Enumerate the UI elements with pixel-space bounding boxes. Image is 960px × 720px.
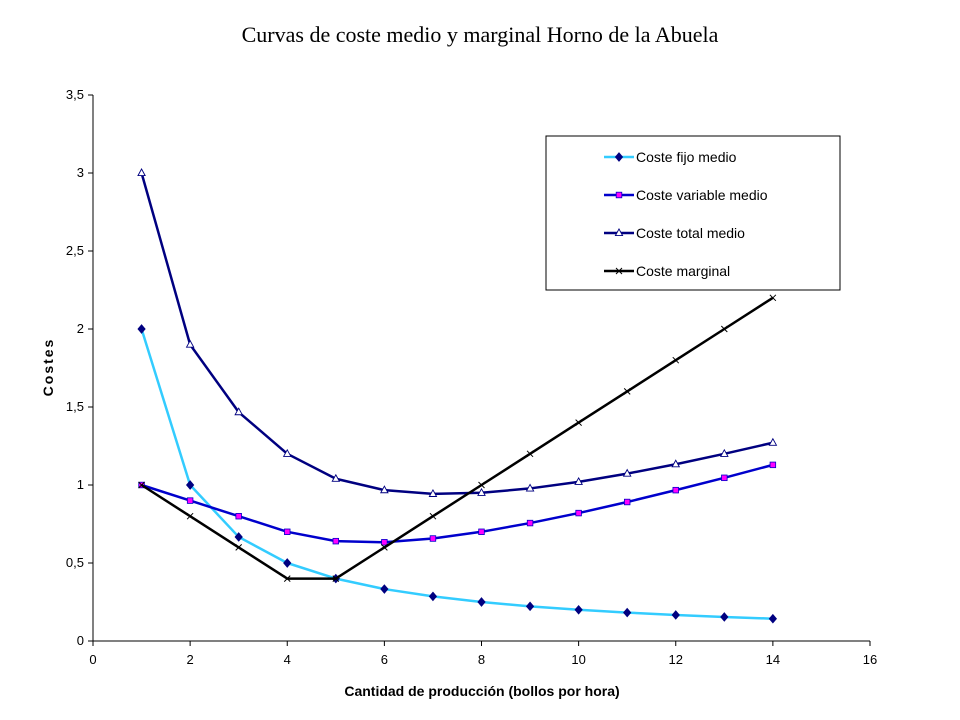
coste-variable-medio-point <box>186 497 194 504</box>
coste-marginal-point <box>575 419 582 426</box>
legend-label: Coste fijo medio <box>636 149 737 165</box>
legend-label: Coste total medio <box>636 225 745 241</box>
coste-total-medio-point <box>331 473 341 482</box>
coste-marginal-point <box>478 481 485 489</box>
coste-marginal-point <box>429 512 437 520</box>
x-tick-label: 4 <box>284 652 291 667</box>
coste-marginal-line <box>140 296 774 580</box>
legend-marker <box>615 267 623 275</box>
coste-total-medio-point <box>282 448 292 457</box>
coste-variable-medio-point <box>235 513 242 520</box>
coste-total-medio-point <box>671 459 681 468</box>
coste-fijo-medio-point <box>283 558 292 568</box>
legend-item-coste-total-medio: Coste total medio <box>604 225 745 241</box>
coste-marginal-point <box>623 388 631 395</box>
x-tick-label: 6 <box>381 652 388 667</box>
coste-variable-medio-point <box>721 474 728 482</box>
coste-fijo-medio-point <box>380 584 389 594</box>
coste-marginal-point <box>672 356 680 364</box>
x-tick-label: 10 <box>571 652 585 667</box>
legend-box <box>545 135 841 291</box>
y-tick-label: 2 <box>77 321 84 336</box>
coste-marginal-point <box>720 325 728 333</box>
y-tick-label: 1 <box>77 477 84 492</box>
coste-total-medio-point <box>525 483 535 492</box>
coste-marginal-point <box>526 450 534 458</box>
ticks: 0 0,5 1 1,5 2 2,5 3 3,5 0 2 4 6 8 10 12 14 16 <box>66 87 877 667</box>
coste-total-medio-point <box>719 448 729 457</box>
coste-fijo-medio-point <box>477 597 486 607</box>
coste-fijo-medio-point <box>720 612 729 622</box>
y-tick-label: 3 <box>77 165 84 180</box>
coste-total-medio-point <box>234 407 244 416</box>
coste-total-medio-point <box>380 485 389 494</box>
series-coste-total-medio <box>137 168 778 497</box>
coste-fijo-medio-point <box>623 607 632 618</box>
legend-marker <box>614 228 624 237</box>
coste-fijo-medio-point <box>428 591 438 602</box>
coste-variable-medio-line <box>141 463 774 544</box>
coste-variable-medio-point <box>429 535 437 542</box>
coste-fijo-medio-point <box>185 480 195 490</box>
legend-item-coste-variable-medio: Coste variable medio <box>604 187 768 203</box>
chart-title: Curvas de coste medio y marginal Horno d… <box>241 22 719 47</box>
coste-fijo-medio-point <box>574 604 583 615</box>
y-tick-label: 3,5 <box>66 87 84 102</box>
coste-marginal-point <box>381 544 388 551</box>
y-tick-label: 0,5 <box>66 555 84 570</box>
coste-marginal-point <box>769 294 777 302</box>
coste-total-medio-point <box>477 487 486 496</box>
coste-marginal-point <box>283 575 291 582</box>
legend-item-coste-marginal: Coste marginal <box>604 263 730 279</box>
coste-fijo-medio-point <box>137 324 146 334</box>
coste-variable-medio-point <box>478 528 485 535</box>
x-tick-label: 0 <box>89 652 96 667</box>
coste-fijo-medio-point <box>768 613 778 624</box>
coste-marginal-point <box>138 481 145 489</box>
y-tick-label: 2,5 <box>66 243 84 258</box>
coste-variable-medio-point <box>332 537 340 545</box>
legend-item-coste-fijo-medio: Coste fijo medio <box>604 149 737 165</box>
series <box>137 168 778 624</box>
y-axis-title: Costes <box>40 338 56 397</box>
coste-variable-medio-point <box>284 528 291 535</box>
coste-marginal-point <box>235 544 243 551</box>
x-axis-title: Cantidad de producción (bollos por hora) <box>344 683 619 699</box>
coste-fijo-medio-line <box>140 328 773 620</box>
series-coste-marginal <box>138 294 777 582</box>
coste-variable-medio-point <box>381 539 388 546</box>
y-tick-label: 1,5 <box>66 399 84 414</box>
series-coste-fijo-medio <box>137 324 778 624</box>
legend-label: Coste variable medio <box>636 187 768 203</box>
coste-variable-medio-point <box>769 461 777 469</box>
x-tick-label: 2 <box>187 652 194 667</box>
x-tick-label: 14 <box>766 652 780 667</box>
coste-total-medio-line <box>140 172 774 496</box>
coste-total-medio-point <box>137 168 146 177</box>
legend-marker <box>614 152 624 162</box>
coste-fijo-medio-point <box>234 532 243 542</box>
coste-total-medio-point <box>622 468 632 477</box>
legend-label: Coste marginal <box>636 263 730 279</box>
x-tick-label: 12 <box>669 652 683 667</box>
coste-marginal-point <box>332 575 340 582</box>
x-tick-label: 16 <box>863 652 877 667</box>
coste-total-medio-point <box>428 488 438 497</box>
coste-variable-medio-point <box>575 509 582 517</box>
x-tick-label: 8 <box>478 652 485 667</box>
coste-variable-medio-point <box>623 498 631 506</box>
legend-marker <box>615 191 623 199</box>
coste-variable-medio-point <box>672 486 679 494</box>
coste-fijo-medio-point <box>671 610 680 620</box>
coste-fijo-medio-point <box>525 601 535 612</box>
y-tick-label: 0 <box>77 633 84 648</box>
coste-variable-medio-point <box>526 519 534 527</box>
coste-marginal-point <box>186 512 194 520</box>
coste-total-medio-point <box>185 339 195 348</box>
coste-total-medio-point <box>574 476 583 485</box>
coste-total-medio-point <box>768 437 778 446</box>
legend: Coste fijo medio Coste variable medio Cost… <box>545 135 841 291</box>
